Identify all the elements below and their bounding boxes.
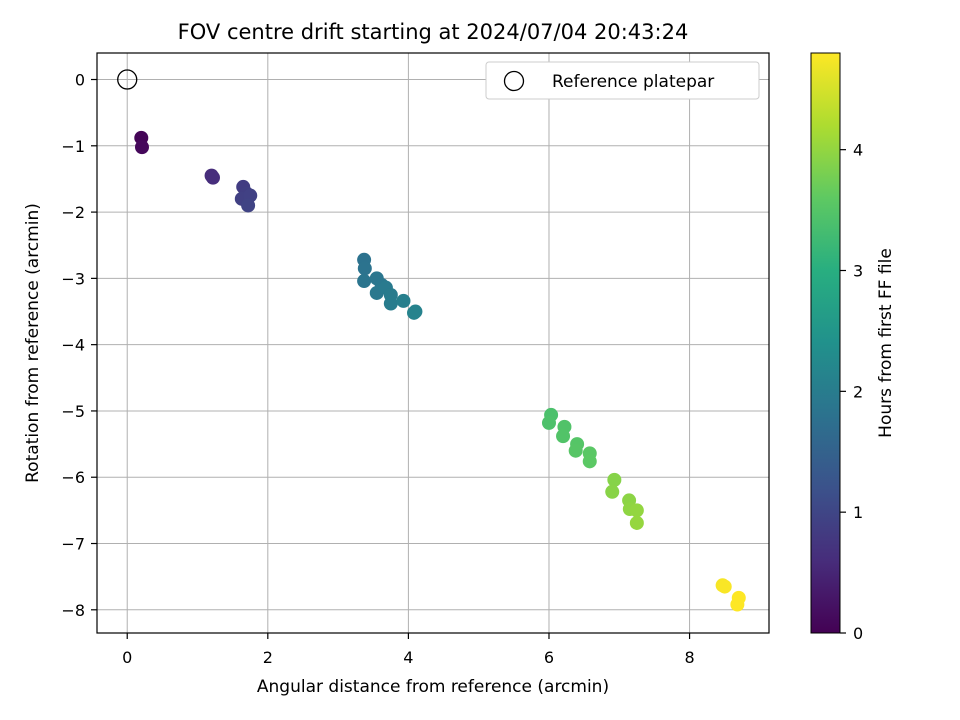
data-point — [241, 198, 256, 213]
legend-box — [485, 61, 760, 100]
data-point — [357, 274, 372, 289]
data-point — [396, 293, 411, 308]
data-point — [541, 415, 556, 430]
y-tick-label: 0 — [75, 71, 85, 90]
colorbar-tick-label: 4 — [853, 141, 863, 160]
y-tick-label: −7 — [61, 535, 85, 554]
x-tick-label: 4 — [403, 648, 413, 667]
reference-marker-layer — [117, 69, 138, 90]
colorbar-tick-label: 1 — [853, 503, 863, 522]
data-point — [605, 484, 620, 499]
y-axis-label: Rotation from reference (arcmin) — [23, 203, 43, 483]
x-axis-label: Angular distance from reference (arcmin) — [257, 677, 609, 697]
y-tick-label: −5 — [61, 402, 85, 421]
y-tick-label: −1 — [61, 137, 85, 156]
y-axis-ticks: 0 −1 −2 −3 −4 −5 −6 −7 −8 — [61, 71, 97, 620]
reference-platepar-marker — [117, 69, 138, 90]
y-tick-label: −8 — [61, 601, 85, 620]
y-tick-label: −3 — [61, 269, 85, 288]
data-point — [134, 140, 149, 155]
plot-frame — [96, 52, 770, 634]
legend-marker — [503, 70, 525, 92]
chart-title: FOV centre drift starting at 2024/07/04 … — [178, 20, 689, 44]
colorbar-ticks: 0 1 2 3 4 — [840, 141, 863, 643]
colorbar — [810, 52, 841, 634]
x-tick-label: 8 — [684, 648, 694, 667]
data-point — [357, 261, 372, 276]
x-tick-label: 6 — [544, 648, 554, 667]
data-point — [717, 579, 732, 594]
y-tick-label: −6 — [61, 468, 85, 487]
colorbar-tick-label: 3 — [853, 262, 863, 281]
data-point — [607, 472, 622, 487]
data-point — [730, 597, 745, 612]
legend: Reference platepar — [485, 61, 760, 100]
colorbar-tick-label: 2 — [853, 382, 863, 401]
x-tick-label: 0 — [122, 648, 132, 667]
data-point — [205, 170, 220, 185]
colorbar-label: Hours from first FF file — [876, 248, 896, 438]
data-point — [582, 454, 597, 469]
data-point — [629, 503, 644, 518]
y-tick-label: −2 — [61, 203, 85, 222]
data-point — [383, 296, 398, 311]
data-point — [568, 443, 583, 458]
y-tick-label: −4 — [61, 336, 85, 355]
legend-entry-label: Reference platepar — [552, 72, 714, 92]
grid — [97, 53, 769, 633]
x-tick-label: 2 — [263, 648, 273, 667]
data-point — [556, 429, 571, 444]
scatter-points — [134, 130, 746, 612]
x-axis-ticks: 0 2 4 6 8 — [122, 633, 695, 667]
data-point — [629, 515, 644, 530]
data-point — [407, 305, 422, 320]
colorbar-tick-label: 0 — [853, 624, 863, 643]
